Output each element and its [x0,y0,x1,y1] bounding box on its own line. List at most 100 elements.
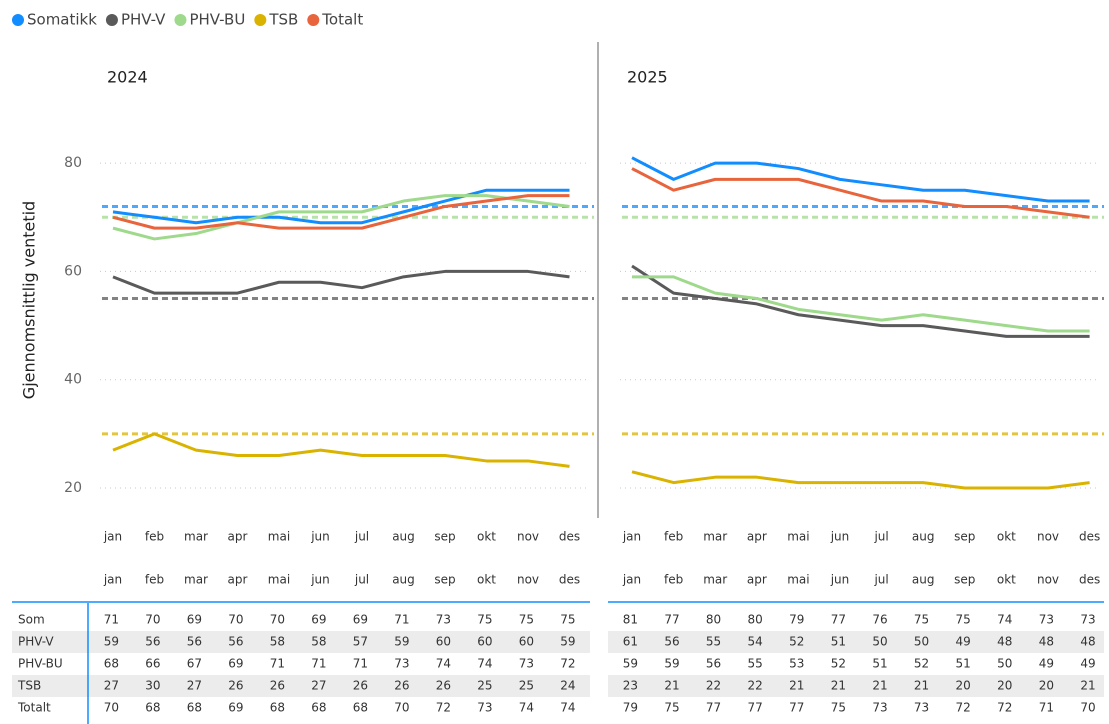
legend-label: PHV-V [121,11,166,29]
x-tick-label: sep [954,530,975,544]
y-tick-label: 40 [64,372,82,388]
table-cell: 56 [187,635,202,649]
table-cell: 70 [1080,701,1095,715]
table-cell: 58 [311,635,326,649]
table-cell: 73 [394,657,409,671]
table-header: aug [392,573,415,587]
table-cell: 70 [270,613,285,627]
table-header: nov [1037,573,1059,587]
table-header: nov [517,573,539,587]
x-tick-label: nov [1037,530,1059,544]
panel-title: 2025 [627,68,668,87]
panel-title: 2024 [107,68,148,87]
table-cell: 26 [353,679,368,693]
table-cell: 71 [270,657,285,671]
x-tick-label: okt [997,530,1016,544]
x-tick-label: jan [622,530,641,544]
table-row-label: PHV-V [18,635,54,649]
table-cell: 51 [831,635,846,649]
table-cell: 71 [394,613,409,627]
table-cell: 60 [436,635,451,649]
x-tick-label: apr [228,530,248,544]
table-cell: 56 [706,657,721,671]
x-tick-label: okt [477,530,496,544]
table-header: apr [228,573,248,587]
table-cell: 49 [1080,657,1095,671]
table-cell: 69 [228,701,243,715]
table-row-label: Totalt [17,701,51,715]
table-header: des [1079,573,1100,587]
table-cell: 59 [394,635,409,649]
table-cell: 79 [789,613,804,627]
x-tick-label: feb [664,530,683,544]
table-cell: 56 [145,635,160,649]
table-cell: 68 [353,701,368,715]
table-cell: 21 [1080,679,1095,693]
table-cell: 49 [1039,657,1054,671]
table-cell: 81 [623,613,638,627]
table-cell: 26 [228,679,243,693]
table-cell: 71 [353,657,368,671]
table-cell: 77 [748,701,763,715]
series-line [631,167,1090,219]
table-header: apr [747,573,767,587]
table-cell: 50 [997,657,1012,671]
table-cell: 21 [914,679,929,693]
y-tick-label: 20 [64,480,82,496]
table-cell: 74 [560,701,575,715]
table-cell: 55 [748,657,763,671]
table-cell: 75 [664,701,679,715]
series-line [112,194,570,241]
table-cell: 76 [872,613,887,627]
table-cell: 74 [477,657,492,671]
table-header: okt [997,573,1016,587]
table-cell: 57 [353,635,368,649]
table-cell: 73 [519,657,534,671]
series-line [112,194,570,230]
table-header: jan [622,573,641,587]
table-cell: 73 [1080,613,1095,627]
table-cell: 58 [270,635,285,649]
table-cell: 52 [914,657,929,671]
table-cell: 68 [270,701,285,715]
table-header: jan [103,573,122,587]
table-cell: 59 [623,657,638,671]
table-cell: 77 [664,613,679,627]
table-cell: 48 [1080,635,1095,649]
series-line [112,269,570,295]
x-tick-label: jun [830,530,850,544]
table-cell: 72 [560,657,575,671]
table-cell: 66 [145,657,160,671]
series-line [112,432,570,468]
series-line [631,156,1090,203]
table-cell: 22 [706,679,721,693]
table-header: mar [184,573,208,587]
table-row-shade [12,631,590,653]
table-cell: 20 [956,679,971,693]
table-cell: 26 [436,679,451,693]
table-cell: 20 [997,679,1012,693]
table-cell: 68 [311,701,326,715]
x-tick-label: aug [392,530,415,544]
table-cell: 56 [664,635,679,649]
table-cell: 30 [145,679,160,693]
table-row-shade [608,675,1104,697]
table-cell: 61 [623,635,638,649]
table-row-label: Som [18,613,45,627]
table-row-shade [12,675,590,697]
table-cell: 80 [706,613,721,627]
table-header: feb [664,573,683,587]
x-tick-label: aug [912,530,935,544]
table-cell: 52 [831,657,846,671]
table-cell: 73 [477,701,492,715]
table-cell: 20 [1039,679,1054,693]
table-cell: 74 [519,701,534,715]
legend-label: PHV-BU [189,11,245,29]
table-cell: 24 [560,679,575,693]
x-tick-label: sep [434,530,455,544]
y-tick-label: 80 [64,155,82,171]
table-header: aug [912,573,935,587]
table-header: jul [354,573,369,587]
x-tick-label: mai [787,530,809,544]
table-header: mai [787,573,809,587]
